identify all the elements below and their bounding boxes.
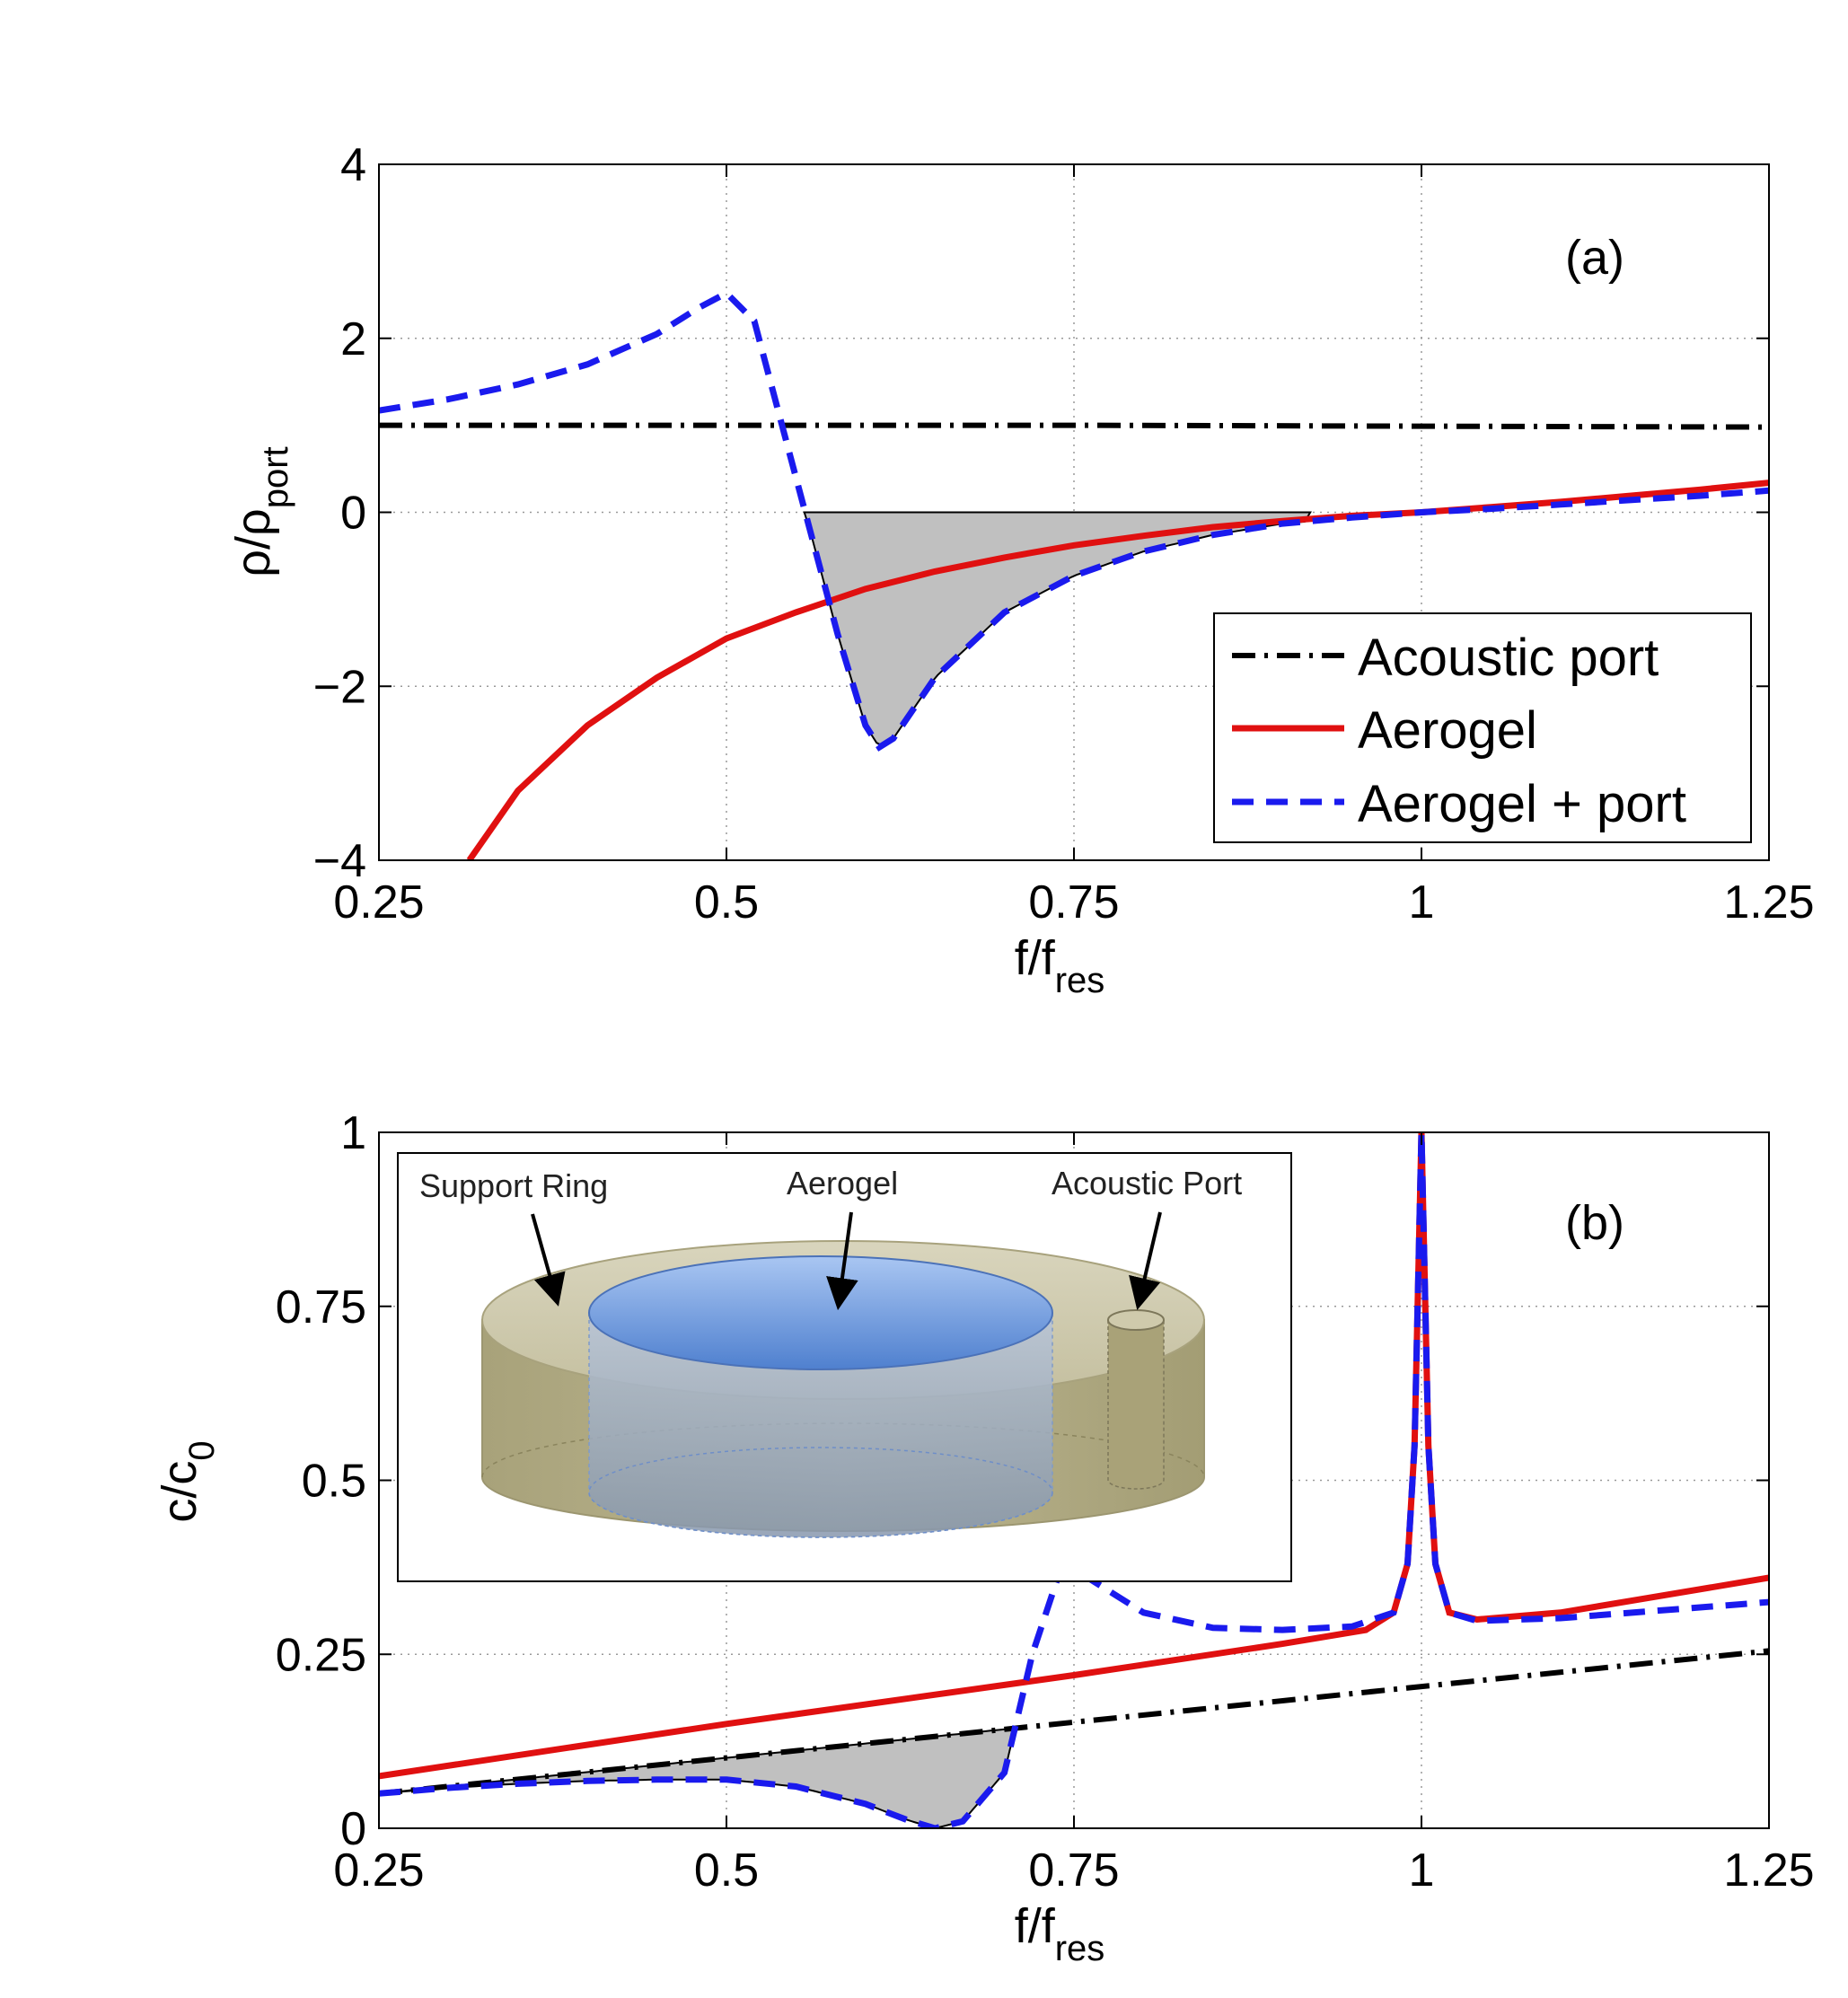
inset-diagram: Support Ring Aerogel Acoustic Port [397, 1152, 1292, 1582]
inset-label-acoustic-port: Acoustic Port [1052, 1165, 1242, 1201]
y-tick-label: 4 [340, 139, 366, 191]
panel-b-label: (b) [1565, 1196, 1624, 1250]
inset-label-aerogel: Aerogel [787, 1165, 898, 1201]
panel-a-ylabel: ρ/ρport [226, 446, 295, 577]
panel-b-xlabel: f/fres [1015, 1899, 1105, 1968]
x-tick-label: 0.5 [694, 1844, 759, 1897]
x-tick-label: 1 [1409, 876, 1435, 929]
panel-a: 0.25 0.5 0.75 1 1.25 −4 −2 0 2 4 (a) f/fres ρ/ρpo… [226, 139, 1815, 1000]
acoustic-port-tube [1107, 1319, 1165, 1490]
arrow-acoustic-port [1129, 1211, 1162, 1311]
legend-label-acoustic-port: Acoustic port [1358, 629, 1659, 687]
panel-a-label: (a) [1565, 231, 1624, 285]
legend-label-aerogel: Aerogel [1358, 701, 1537, 760]
y-tick-label: 0.25 [276, 1629, 366, 1681]
y-tick-label: −2 [313, 661, 366, 713]
x-tick-label: 1.25 [1723, 876, 1814, 929]
x-tick-label: 0.25 [333, 876, 424, 929]
acoustic-port-opening [1107, 1309, 1165, 1331]
y-tick-label: 0.75 [276, 1281, 366, 1333]
aerogel-cylinder-bottom [588, 1447, 1053, 1538]
y-tick-label: 0.5 [302, 1456, 366, 1508]
y-tick-label: −4 [313, 835, 366, 887]
x-tick-label: 1.25 [1723, 1844, 1814, 1897]
legend: Acoustic port Aerogel Aerogel + port [1213, 612, 1752, 843]
y-tick-label: 1 [340, 1107, 366, 1159]
panel-a-series-aerogel [466, 480, 1769, 860]
panel-a-series-acoustic-port [379, 422, 1769, 430]
aerogel-cylinder-side [588, 1312, 1053, 1538]
inset-label-support-ring: Support Ring [419, 1167, 608, 1204]
y-tick-label: 0 [340, 1803, 366, 1855]
x-tick-label: 0.25 [333, 1844, 424, 1897]
legend-label-aerogel-port: Aerogel + port [1358, 775, 1686, 833]
x-tick-label: 0.5 [694, 876, 759, 929]
x-tick-label: 1 [1409, 1844, 1435, 1897]
arrow-support-ring [531, 1213, 566, 1307]
panel-a-xlabel: f/fres [1015, 931, 1105, 1000]
panel-b-series-acoustic-port [379, 1648, 1769, 1797]
x-tick-label: 0.75 [1028, 876, 1119, 929]
panel-a-series-aerogel-port [379, 289, 1769, 752]
y-tick-label: 2 [340, 313, 366, 365]
aerogel-cylinder-top [588, 1255, 1053, 1370]
panel-a-ticks: 0.25 0.5 0.75 1 1.25 −4 −2 0 2 4 [313, 139, 1815, 929]
x-tick-label: 0.75 [1028, 1844, 1119, 1897]
arrow-aerogel [826, 1211, 858, 1311]
panel-b-ylabel: c/c0 [153, 1440, 222, 1522]
y-tick-label: 0 [340, 488, 366, 540]
